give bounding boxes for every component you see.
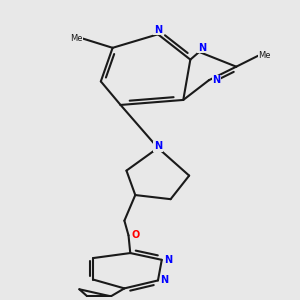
Text: N: N xyxy=(212,75,220,85)
Text: Me: Me xyxy=(258,51,271,60)
Text: Me: Me xyxy=(70,34,82,43)
Text: N: N xyxy=(154,142,162,152)
Text: N: N xyxy=(164,255,172,265)
Text: O: O xyxy=(132,230,140,240)
Text: N: N xyxy=(198,43,206,52)
Text: N: N xyxy=(154,25,162,35)
Text: N: N xyxy=(160,275,169,285)
